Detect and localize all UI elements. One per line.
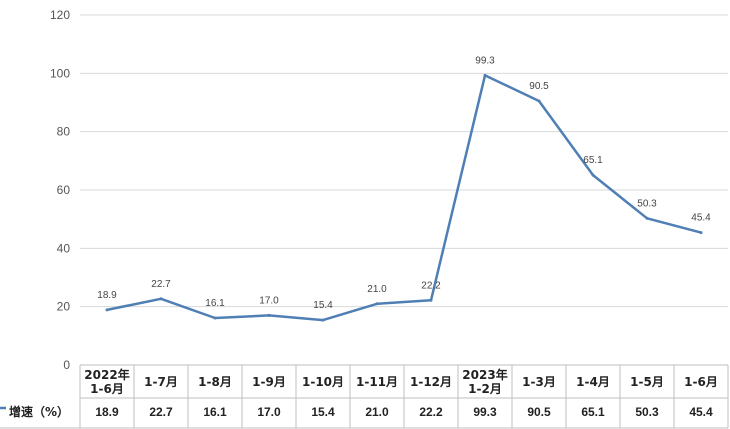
category-label: 1-6月 (684, 375, 718, 389)
data-point (375, 302, 379, 306)
category-label: 1-7月 (144, 375, 178, 389)
data-point (429, 298, 433, 302)
category-label: 1-10月 (302, 375, 344, 389)
data-label: 22.2 (421, 280, 441, 291)
category-label: 1-11月 (356, 375, 398, 389)
category-label: 2022年 (84, 367, 129, 382)
category-label: 1-12月 (410, 375, 452, 389)
category-label: 1-6月 (90, 382, 124, 396)
data-label: 15.4 (313, 300, 333, 311)
data-label: 18.9 (97, 290, 117, 301)
series-line (105, 74, 703, 322)
data-label: 45.4 (691, 213, 711, 224)
y-tick-label: 80 (57, 125, 71, 139)
table-value: 15.4 (311, 405, 335, 419)
data-point (159, 297, 163, 301)
data-point (321, 318, 325, 322)
category-label: 2023年 (462, 367, 507, 382)
y-tick-label: 60 (57, 183, 71, 197)
data-point (699, 231, 703, 235)
data-label: 90.5 (529, 81, 549, 92)
y-tick-label: 120 (50, 8, 70, 22)
data-point (213, 316, 217, 320)
table-value: 21.0 (365, 405, 389, 419)
data-point (645, 216, 649, 220)
data-label: 16.1 (205, 298, 225, 309)
table-value: 17.0 (257, 405, 281, 419)
category-label: 1-5月 (630, 375, 664, 389)
category-label: 1-3月 (522, 375, 556, 389)
category-label: 1-8月 (198, 375, 232, 389)
data-label: 65.1 (583, 155, 603, 166)
data-point (537, 99, 541, 103)
table-value: 65.1 (581, 405, 605, 419)
y-tick-label: 40 (57, 241, 71, 255)
y-tick-label: 100 (50, 66, 70, 80)
category-label: 1-4月 (576, 375, 610, 389)
data-label: 50.3 (637, 198, 657, 209)
category-label: 1-2月 (468, 382, 502, 396)
data-point (591, 173, 595, 177)
data-point (483, 73, 487, 77)
table-value: 90.5 (527, 405, 551, 419)
table-value: 16.1 (203, 405, 227, 419)
y-tick-label: 0 (63, 358, 70, 372)
table-value: 99.3 (473, 405, 497, 419)
data-label: 99.3 (475, 55, 495, 66)
category-label: 1-9月 (252, 375, 286, 389)
data-label: 21.0 (367, 284, 387, 295)
data-point (105, 308, 109, 312)
data-label: 22.7 (151, 279, 171, 290)
table-value: 45.4 (689, 405, 713, 419)
table-value: 18.9 (95, 405, 119, 419)
table-value: 50.3 (635, 405, 659, 419)
table-value: 22.2 (419, 405, 443, 419)
data-point (267, 313, 271, 317)
y-tick-label: 20 (57, 300, 71, 314)
table-value: 22.7 (149, 405, 173, 419)
data-label: 17.0 (259, 295, 279, 306)
series-name: 增速（%） (9, 404, 69, 419)
